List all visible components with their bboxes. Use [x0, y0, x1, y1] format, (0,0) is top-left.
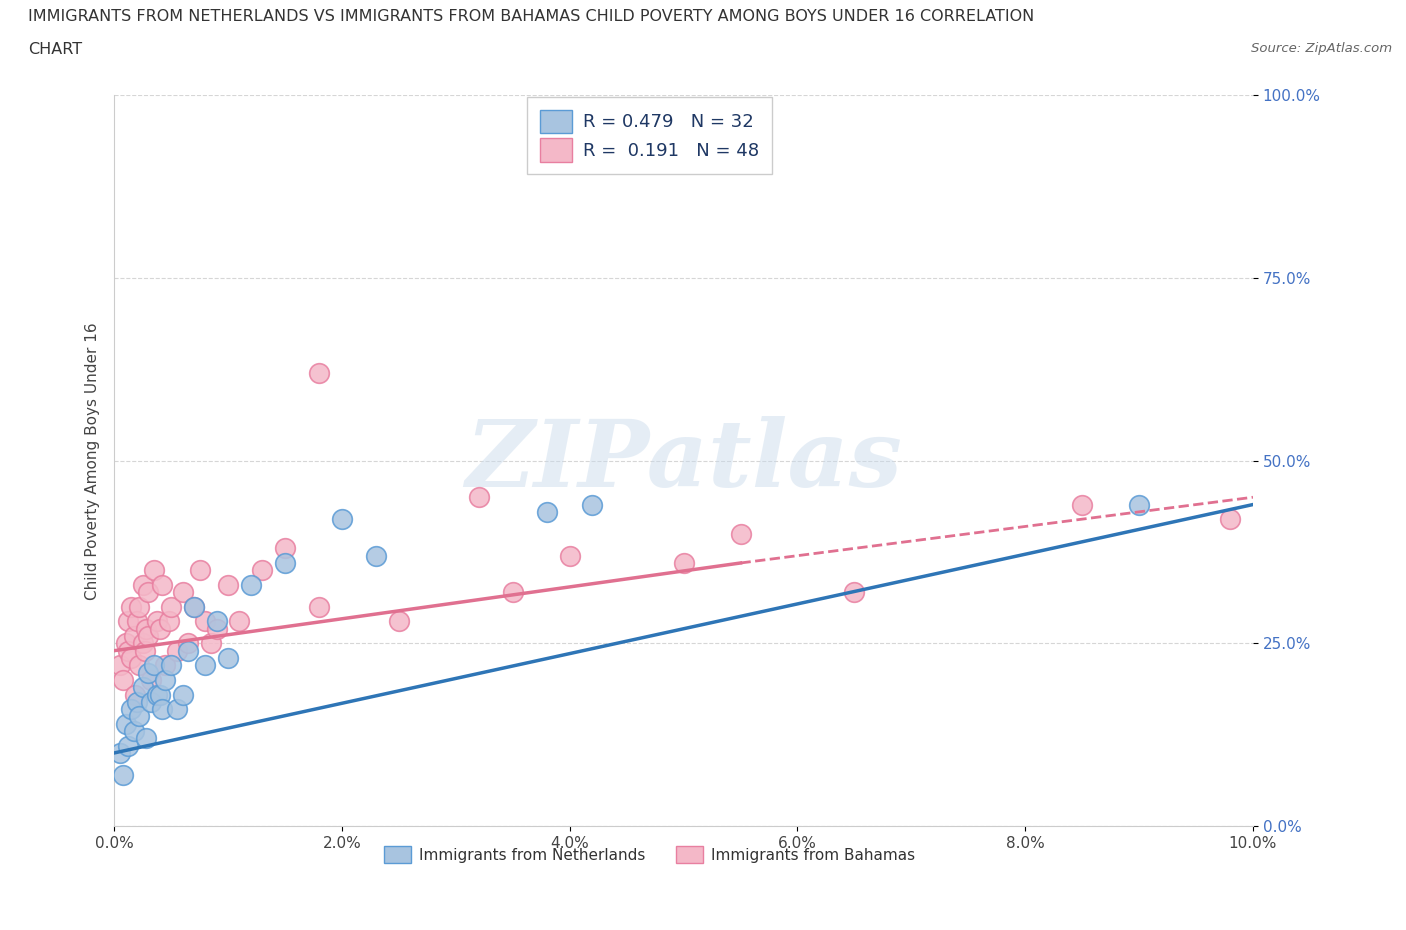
Point — [252, 563, 274, 578]
Point — [114, 716, 136, 731]
Point — [128, 709, 150, 724]
Point — [108, 658, 131, 672]
Point — [730, 526, 752, 541]
Point — [581, 498, 603, 512]
Point — [172, 585, 194, 600]
Point — [149, 621, 172, 636]
Point — [157, 614, 180, 629]
Point — [128, 658, 150, 672]
Point — [194, 658, 217, 672]
Point — [308, 600, 330, 615]
Point — [502, 585, 524, 600]
Point — [135, 731, 157, 746]
Point — [139, 672, 162, 687]
Point — [1219, 512, 1241, 526]
Text: Source: ZipAtlas.com: Source: ZipAtlas.com — [1251, 42, 1392, 55]
Point — [112, 767, 135, 782]
Point — [388, 614, 411, 629]
Text: ZIPatlas: ZIPatlas — [465, 416, 903, 506]
Point — [1071, 498, 1094, 512]
Text: CHART: CHART — [28, 42, 82, 57]
Point — [146, 614, 169, 629]
Point — [131, 636, 153, 651]
Point — [177, 644, 200, 658]
Point — [122, 724, 145, 738]
Point — [108, 746, 131, 761]
Point — [135, 621, 157, 636]
Point — [217, 578, 239, 592]
Point — [117, 614, 139, 629]
Point — [138, 585, 160, 600]
Point — [200, 636, 222, 651]
Point — [844, 585, 866, 600]
Point — [166, 644, 188, 658]
Point — [146, 687, 169, 702]
Point — [155, 672, 177, 687]
Point — [274, 541, 297, 556]
Point — [131, 578, 153, 592]
Point — [177, 636, 200, 651]
Point — [143, 658, 166, 672]
Point — [150, 701, 173, 716]
Point — [120, 600, 142, 615]
Text: IMMIGRANTS FROM NETHERLANDS VS IMMIGRANTS FROM BAHAMAS CHILD POVERTY AMONG BOYS : IMMIGRANTS FROM NETHERLANDS VS IMMIGRANT… — [28, 9, 1035, 24]
Point — [117, 738, 139, 753]
Point — [1128, 498, 1150, 512]
Point — [124, 687, 146, 702]
Point — [138, 629, 160, 644]
Point — [239, 578, 262, 592]
Point — [112, 672, 135, 687]
Point — [117, 644, 139, 658]
Point — [160, 600, 183, 615]
Y-axis label: Child Poverty Among Boys Under 16: Child Poverty Among Boys Under 16 — [86, 322, 100, 600]
Point — [366, 549, 388, 564]
Point — [155, 658, 177, 672]
Point — [558, 549, 581, 564]
Point — [120, 701, 142, 716]
Point — [150, 578, 173, 592]
Point — [138, 665, 160, 680]
Point — [120, 650, 142, 665]
Point — [166, 701, 188, 716]
Point — [228, 614, 250, 629]
Point — [205, 621, 228, 636]
Point — [308, 365, 330, 380]
Point — [274, 555, 297, 570]
Point — [114, 636, 136, 651]
Point — [536, 504, 558, 519]
Point — [134, 644, 156, 658]
Point — [188, 563, 211, 578]
Point — [149, 687, 172, 702]
Point — [467, 490, 489, 505]
Point — [217, 650, 239, 665]
Point — [122, 629, 145, 644]
Point — [183, 600, 205, 615]
Point — [125, 695, 148, 710]
Point — [183, 600, 205, 615]
Point — [143, 563, 166, 578]
Point — [160, 658, 183, 672]
Point — [194, 614, 217, 629]
Point — [172, 687, 194, 702]
Point — [131, 680, 153, 695]
Point — [205, 614, 228, 629]
Point — [330, 512, 353, 526]
Point — [125, 614, 148, 629]
Point — [139, 695, 162, 710]
Legend: Immigrants from Netherlands, Immigrants from Bahamas: Immigrants from Netherlands, Immigrants … — [378, 840, 921, 870]
Point — [128, 600, 150, 615]
Point — [672, 555, 695, 570]
